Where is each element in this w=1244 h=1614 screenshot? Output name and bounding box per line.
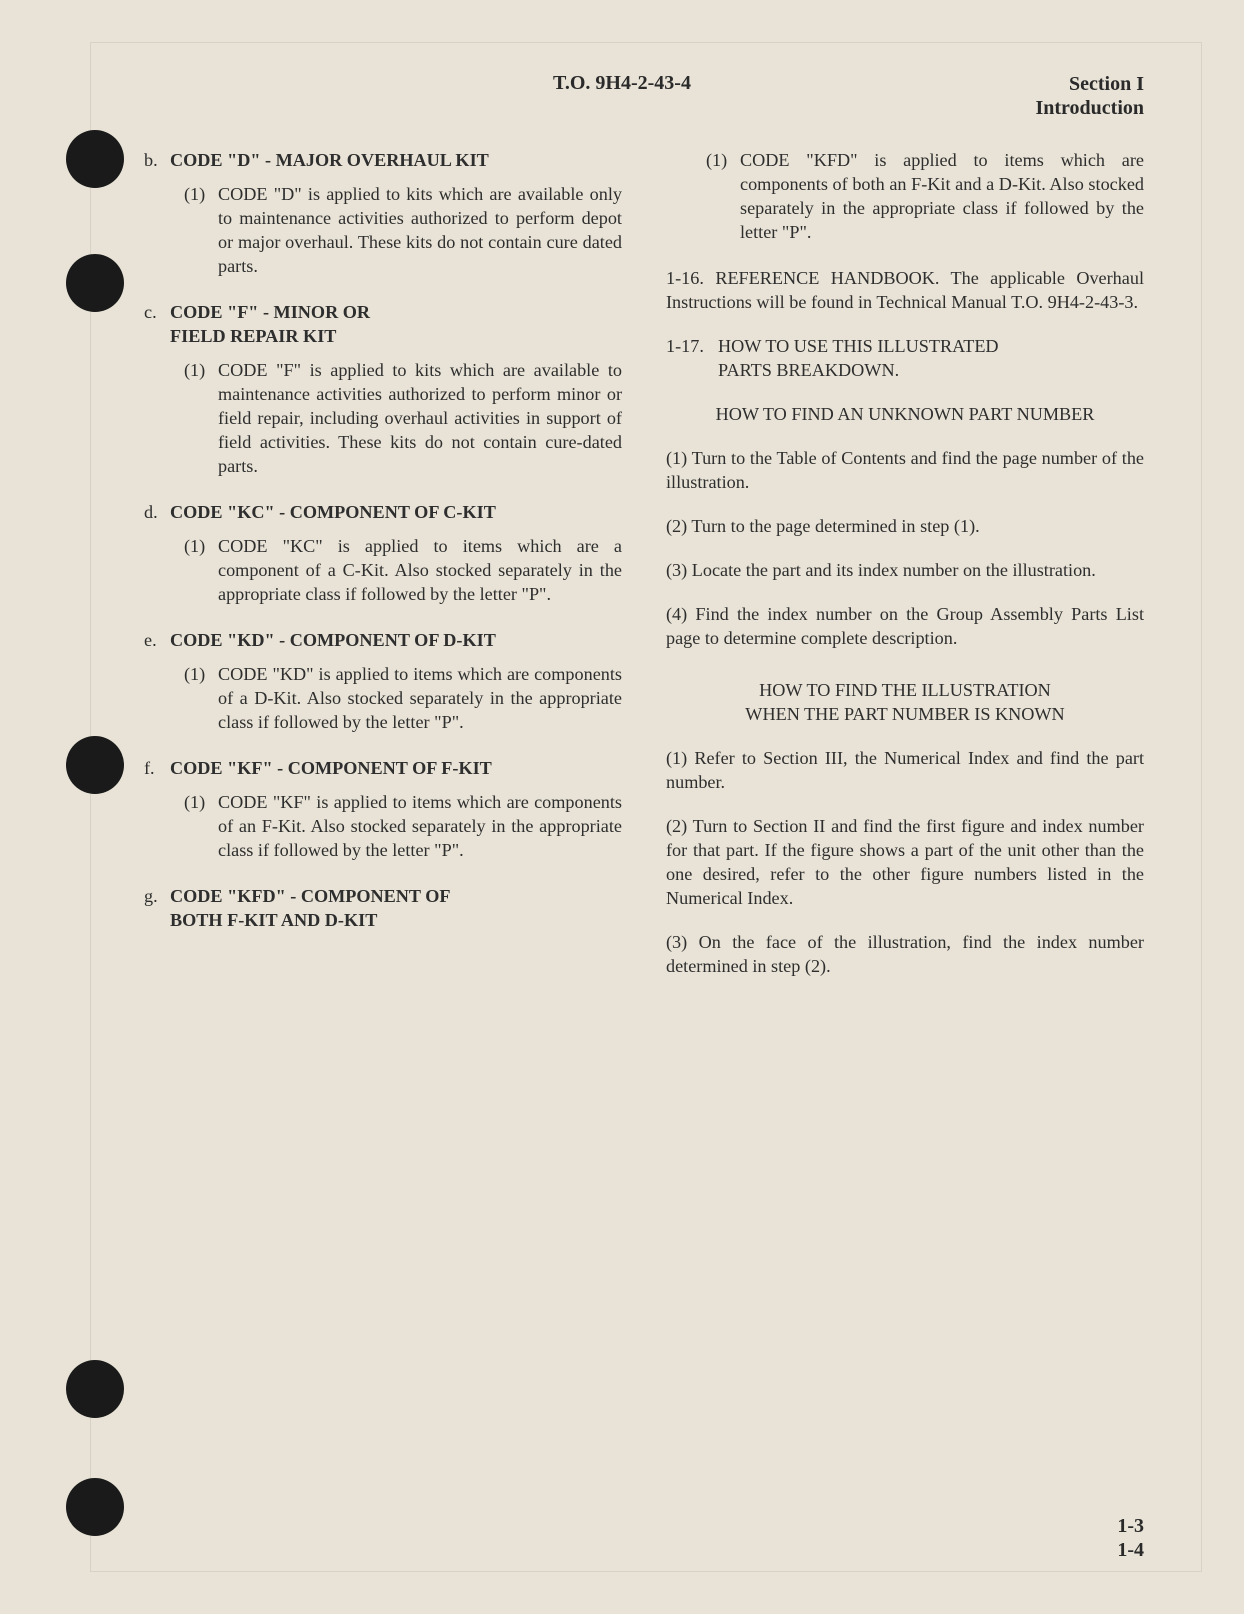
item-text: CODE "F" is applied to kits which are av…	[218, 358, 622, 478]
right-column: (1) CODE "KFD" is applied to items which…	[666, 148, 1144, 998]
step: (3) Locate the part and its index number…	[666, 558, 1144, 582]
step: (1) Turn to the Table of Contents and fi…	[666, 446, 1144, 494]
code-title: CODE "KF" - COMPONENT OF F-KIT	[170, 756, 492, 780]
punch-hole	[66, 736, 124, 794]
item-number: (1)	[706, 148, 740, 244]
text-columns: b. CODE "D" - MAJOR OVERHAUL KIT (1) COD…	[144, 148, 1144, 998]
para-title: HOW TO USE THIS ILLUSTRATED PARTS BREAKD…	[718, 334, 999, 382]
howto-known-heading: HOW TO FIND THE ILLUSTRATION WHEN THE PA…	[666, 678, 1144, 726]
code-f-heading: c. CODE "F" - MINOR OR FIELD REPAIR KIT	[144, 300, 622, 348]
list-letter: b.	[144, 148, 170, 172]
para-number: 1-16.	[666, 268, 704, 288]
page-header: T.O. 9H4-2-43-4 Section I Introduction	[100, 72, 1144, 120]
step: (2) Turn to the page determined in step …	[666, 514, 1144, 538]
code-title: CODE "KFD" - COMPONENT OF BOTH F-KIT AND…	[170, 884, 451, 932]
para-number: 1-17.	[666, 334, 718, 382]
item-number: (1)	[184, 534, 218, 606]
code-kd-desc: (1) CODE "KD" is applied to items which …	[184, 662, 622, 734]
code-title: CODE "D" - MAJOR OVERHAUL KIT	[170, 148, 489, 172]
heading-line: WHEN THE PART NUMBER IS KNOWN	[666, 702, 1144, 726]
code-kf-heading: f. CODE "KF" - COMPONENT OF F-KIT	[144, 756, 622, 780]
code-title: CODE "KC" - COMPONENT OF C-KIT	[170, 500, 496, 524]
code-kd-heading: e. CODE "KD" - COMPONENT OF D-KIT	[144, 628, 622, 652]
step: (4) Find the index number on the Group A…	[666, 602, 1144, 650]
code-kfd-heading: g. CODE "KFD" - COMPONENT OF BOTH F-KIT …	[144, 884, 622, 932]
punch-hole	[66, 1360, 124, 1418]
left-column: b. CODE "D" - MAJOR OVERHAUL KIT (1) COD…	[144, 148, 622, 998]
item-number: (1)	[184, 790, 218, 862]
code-f-desc: (1) CODE "F" is applied to kits which ar…	[184, 358, 622, 478]
code-title: CODE "F" - MINOR OR FIELD REPAIR KIT	[170, 300, 370, 348]
punch-hole	[66, 254, 124, 312]
item-text: CODE "KFD" is applied to items which are…	[740, 148, 1144, 244]
section-label: Section I	[944, 72, 1144, 96]
punch-hole	[66, 130, 124, 188]
para-1-16: 1-16. REFERENCE HANDBOOK. The applicable…	[666, 266, 1144, 314]
item-text: CODE "KC" is applied to items which are …	[218, 534, 622, 606]
list-letter: c.	[144, 300, 170, 348]
list-letter: f.	[144, 756, 170, 780]
list-letter: e.	[144, 628, 170, 652]
to-number: T.O. 9H4-2-43-4	[300, 72, 944, 120]
step: (1) Refer to Section III, the Numerical …	[666, 746, 1144, 794]
section-subtitle: Introduction	[944, 96, 1144, 120]
code-kfd-desc: (1) CODE "KFD" is applied to items which…	[706, 148, 1144, 244]
para-1-17-heading: 1-17. HOW TO USE THIS ILLUSTRATED PARTS …	[666, 334, 1144, 382]
code-kc-desc: (1) CODE "KC" is applied to items which …	[184, 534, 622, 606]
page-number: 1-3	[1117, 1514, 1144, 1538]
para-text: REFERENCE HANDBOOK. The applicable Overh…	[666, 268, 1144, 312]
code-kf-desc: (1) CODE "KF" is applied to items which …	[184, 790, 622, 862]
code-title: CODE "KD" - COMPONENT OF D-KIT	[170, 628, 496, 652]
code-kc-heading: d. CODE "KC" - COMPONENT OF C-KIT	[144, 500, 622, 524]
item-number: (1)	[184, 662, 218, 734]
page-number: 1-4	[1117, 1538, 1144, 1562]
page: T.O. 9H4-2-43-4 Section I Introduction b…	[0, 0, 1244, 1614]
item-text: CODE "KD" is applied to items which are …	[218, 662, 622, 734]
item-text: CODE "KF" is applied to items which are …	[218, 790, 622, 862]
step: (2) Turn to Section II and find the firs…	[666, 814, 1144, 910]
page-numbers: 1-3 1-4	[1117, 1514, 1144, 1562]
list-letter: d.	[144, 500, 170, 524]
code-d-heading: b. CODE "D" - MAJOR OVERHAUL KIT	[144, 148, 622, 172]
punch-hole	[66, 1478, 124, 1536]
step: (3) On the face of the illustration, fin…	[666, 930, 1144, 978]
heading-line: HOW TO FIND THE ILLUSTRATION	[666, 678, 1144, 702]
item-text: CODE "D" is applied to kits which are av…	[218, 182, 622, 278]
howto-unknown-heading: HOW TO FIND AN UNKNOWN PART NUMBER	[666, 402, 1144, 426]
code-d-desc: (1) CODE "D" is applied to kits which ar…	[184, 182, 622, 278]
list-letter: g.	[144, 884, 170, 932]
item-number: (1)	[184, 182, 218, 278]
item-number: (1)	[184, 358, 218, 478]
